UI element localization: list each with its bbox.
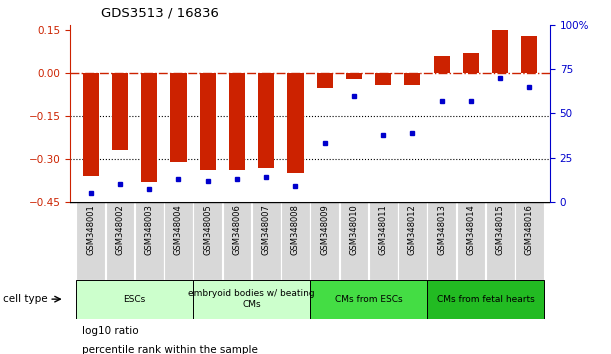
Text: GSM348001: GSM348001: [86, 204, 95, 255]
Text: GSM348010: GSM348010: [349, 204, 359, 255]
Bar: [492, 30, 508, 73]
Bar: [287, 73, 304, 173]
Text: GSM348008: GSM348008: [291, 204, 300, 255]
Bar: [310, 202, 339, 280]
Text: CMs from ESCs: CMs from ESCs: [335, 295, 403, 304]
Text: GSM348016: GSM348016: [525, 204, 534, 255]
Text: GSM348013: GSM348013: [437, 204, 446, 255]
Bar: [463, 53, 479, 73]
Bar: [106, 202, 134, 280]
Text: GDS3513 / 16836: GDS3513 / 16836: [101, 6, 219, 19]
Text: CMs from fetal hearts: CMs from fetal hearts: [437, 295, 535, 304]
Bar: [76, 202, 105, 280]
Bar: [170, 73, 186, 162]
Bar: [375, 73, 391, 85]
Text: ESCs: ESCs: [123, 295, 146, 304]
Bar: [427, 202, 456, 280]
Bar: [222, 202, 251, 280]
Text: percentile rank within the sample: percentile rank within the sample: [82, 345, 258, 354]
Text: GSM348011: GSM348011: [379, 204, 388, 255]
Bar: [427, 280, 544, 319]
Text: GSM348006: GSM348006: [232, 204, 241, 255]
Bar: [229, 73, 245, 170]
Bar: [434, 56, 450, 73]
Bar: [398, 202, 426, 280]
Bar: [112, 73, 128, 150]
Bar: [194, 202, 222, 280]
Bar: [521, 36, 538, 73]
Text: GSM348003: GSM348003: [145, 204, 154, 255]
Bar: [135, 202, 164, 280]
Bar: [252, 202, 280, 280]
Text: GSM348012: GSM348012: [408, 204, 417, 255]
Bar: [141, 73, 157, 182]
Text: GSM348009: GSM348009: [320, 204, 329, 255]
Bar: [200, 73, 216, 170]
Bar: [316, 73, 333, 87]
Bar: [193, 280, 310, 319]
Text: GSM348004: GSM348004: [174, 204, 183, 255]
Text: GSM348007: GSM348007: [262, 204, 271, 255]
Text: cell type: cell type: [3, 294, 48, 304]
Bar: [456, 202, 485, 280]
Bar: [310, 280, 427, 319]
Bar: [515, 202, 544, 280]
Bar: [82, 73, 99, 176]
Bar: [486, 202, 514, 280]
Bar: [76, 280, 193, 319]
Text: GSM348005: GSM348005: [203, 204, 212, 255]
Bar: [164, 202, 193, 280]
Bar: [281, 202, 310, 280]
Text: GSM348002: GSM348002: [115, 204, 125, 255]
Text: GSM348015: GSM348015: [496, 204, 505, 255]
Text: GSM348014: GSM348014: [466, 204, 475, 255]
Bar: [340, 202, 368, 280]
Bar: [258, 73, 274, 167]
Text: embryoid bodies w/ beating
CMs: embryoid bodies w/ beating CMs: [188, 290, 315, 309]
Bar: [369, 202, 398, 280]
Text: log10 ratio: log10 ratio: [82, 326, 139, 336]
Bar: [404, 73, 420, 85]
Bar: [346, 73, 362, 79]
